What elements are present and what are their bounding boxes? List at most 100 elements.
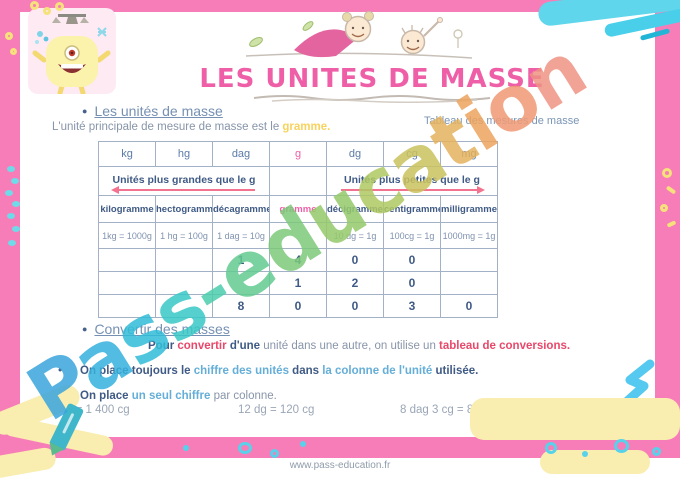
digit-cell: 1 <box>212 248 270 272</box>
cyan-dot-decoration <box>8 240 16 246</box>
cyan-ring-decoration <box>614 439 629 453</box>
cyan-dot-decoration <box>7 166 15 172</box>
text-segment: On place <box>80 390 132 402</box>
section-heading-label: Les unités de masse <box>94 103 223 119</box>
cyan-ring-decoration <box>238 442 252 454</box>
bullet-icon <box>58 388 80 402</box>
digit-cell: 0 <box>383 248 441 272</box>
digit-cell: 0 <box>269 294 327 318</box>
digit-cell <box>440 248 498 272</box>
yellow-loop-decoration <box>5 32 13 40</box>
cyan-dot-decoration <box>300 441 306 447</box>
yellow-loop-decoration <box>10 48 17 55</box>
digit-cell <box>155 294 213 318</box>
unit-symbol-cell: cg <box>383 141 441 167</box>
unit-name-cell: hectogramme <box>155 195 213 223</box>
bullet-icon <box>58 363 80 377</box>
unit-name-row: kilogramme hectogramme décagramme gramme déc… <box>98 195 498 223</box>
yellow-dash-decoration <box>665 185 677 195</box>
equivalence-cell: 10 dg = 1g <box>326 222 384 249</box>
convert-rule-sentence: Pour convertir d'une unité dans une autr… <box>148 340 570 352</box>
digit-cell: 4 <box>269 248 327 272</box>
conversion-table: kg hg dag g dg cg mg Unités plus grandes que le… <box>98 141 498 318</box>
unit-symbol-cell: dg <box>326 141 384 167</box>
unit-symbol-row: kg hg dag g dg cg mg <box>98 141 498 167</box>
text-segment: par colonne. <box>213 390 277 402</box>
text-segment: chiffre des unités <box>193 365 293 377</box>
cyan-ring-decoration <box>270 449 279 458</box>
unit-name-cell: décigramme <box>326 195 384 223</box>
digit-cell: 3 <box>383 294 441 318</box>
text-segment: la colonne de l'unité <box>322 365 436 377</box>
example-conversion-1: 14 g = 1 400 cg <box>50 404 130 416</box>
rule-bullet-1: On place toujours le chiffre des unités … <box>58 363 478 377</box>
equivalence-cell: 1 hg = 100g <box>155 222 213 249</box>
equivalence-cell <box>269 222 327 249</box>
equivalence-row: 1kg = 1000g 1 hg = 100g 1 dag = 10g 10 dg =… <box>98 222 498 249</box>
cyan-dot-decoration <box>12 201 20 207</box>
unit-name-cell: gramme <box>269 195 327 223</box>
group-empty-cell <box>269 166 327 196</box>
digit-cell <box>212 271 270 295</box>
unit-symbol-cell: mg <box>440 141 498 167</box>
text-segment: L'unité principale de mesure de masse es… <box>52 121 283 133</box>
unit-name-cell: décagramme <box>212 195 270 223</box>
unit-symbol-cell: dag <box>212 141 270 167</box>
text-segment: d'une <box>229 340 264 352</box>
footer-strip <box>0 458 680 480</box>
group-left-cell: Unités plus grandes que le g <box>98 166 270 196</box>
section-heading-convert: Convertir des masses <box>82 321 230 337</box>
digit-cell: 0 <box>326 248 384 272</box>
section-heading-units: Les unités de masse <box>82 103 223 119</box>
example-conversion-2: 12 dg = 120 cg <box>238 404 315 416</box>
unit-name-cell: milligramme <box>440 195 498 223</box>
cyan-dot-decoration <box>183 445 189 451</box>
text-segment: convertir <box>177 340 230 352</box>
digit-cell <box>98 271 156 295</box>
digit-cell <box>155 248 213 272</box>
digit-cell: 0 <box>383 271 441 295</box>
digit-cell: 0 <box>440 294 498 318</box>
kids-illustration <box>245 11 473 59</box>
right-arrow-icon <box>340 186 486 194</box>
unit-symbol-cell: hg <box>155 141 213 167</box>
yellow-loop-decoration <box>660 204 668 212</box>
text-segment: utilisée. <box>435 365 479 377</box>
bullet-icon <box>82 103 94 119</box>
group-right-cell: Unités plus petites que le g <box>326 166 498 196</box>
equivalence-cell: 100cg = 1g <box>383 222 441 249</box>
digit-cell: 8 <box>212 294 270 318</box>
digit-cell <box>155 271 213 295</box>
digit-cell <box>440 271 498 295</box>
section-heading-label: Convertir des masses <box>94 321 230 337</box>
group-left-label: Unités plus grandes que le g <box>112 174 256 186</box>
cyan-dot-decoration <box>11 178 19 184</box>
example-conversion-3: 8 dag 3 cg = 80 030 mg <box>400 404 522 416</box>
text-segment: Pour <box>148 340 178 352</box>
unit-name-cell: centigramme <box>383 195 441 223</box>
footer-url: www.pass-education.fr <box>289 460 391 471</box>
equivalence-cell: 1kg = 1000g <box>98 222 156 249</box>
intro-sentence: L'unité principale de mesure de masse es… <box>52 121 330 133</box>
text-segment: un seul chiffre <box>131 390 214 402</box>
conversion-table-body: kg hg dag g dg cg mg Unités plus grandes que le… <box>98 141 498 318</box>
rule-bullet-2: On place un seul chiffre par colonne. <box>58 388 277 402</box>
group-row: Unités plus grandes que le g Unités plus … <box>98 166 498 196</box>
cyan-ring-decoration <box>545 442 557 454</box>
table-caption: Tableau des mesures de masse <box>424 115 580 127</box>
yellow-dash-decoration <box>666 220 677 228</box>
unit-name-cell: kilogramme <box>98 195 156 223</box>
cyan-dot-decoration <box>12 226 20 232</box>
left-arrow-icon <box>110 186 256 194</box>
digit-cell <box>98 248 156 272</box>
yellow-loop-decoration <box>662 168 672 178</box>
bullet-icon <box>82 321 94 337</box>
monster-icon <box>32 14 111 96</box>
text-segment: dans <box>292 365 323 377</box>
cyan-dot-decoration <box>582 451 588 457</box>
text-segment: On place toujours le <box>80 365 194 377</box>
unit-symbol-cell: kg <box>98 141 156 167</box>
title-underline-squiggle <box>253 95 491 103</box>
